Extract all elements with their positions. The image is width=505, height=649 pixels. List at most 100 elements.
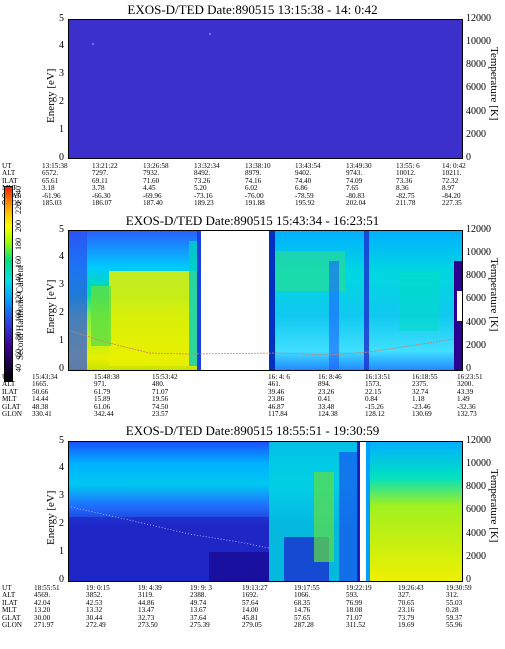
panel-2-y2tick-6: 12000 bbox=[466, 224, 491, 235]
table-cell: 5.20 bbox=[194, 184, 207, 193]
panel-1-spectrogram-svg bbox=[69, 20, 462, 158]
table-cell: 3.18 bbox=[42, 184, 55, 193]
table-cell: 23.26 bbox=[318, 387, 335, 396]
table-cell: 275.39 bbox=[190, 620, 210, 629]
table-cell: 6.86 bbox=[295, 184, 308, 193]
table-cell: 74.50 bbox=[152, 402, 169, 411]
table-cell: 16:13:51 bbox=[365, 373, 391, 381]
table-cell: 271.97 bbox=[34, 620, 54, 629]
panel-1-y2tick-4: 8000 bbox=[466, 59, 486, 70]
panel-3-ytick-3: 3 bbox=[59, 490, 64, 501]
panel-1-ytick-3: 3 bbox=[59, 68, 64, 79]
table-row: ILAT 65.61 69.11 71.60 73.26 74.16 74.40… bbox=[2, 176, 472, 185]
table-cell: 30.44 bbox=[86, 613, 103, 622]
table-cell: 189.23 bbox=[194, 198, 214, 207]
table-cell: 130.69 bbox=[412, 409, 432, 418]
row-label: GLON bbox=[2, 409, 22, 418]
table-cell: 3.78 bbox=[92, 184, 105, 193]
panel-3-ytick-0: 0 bbox=[59, 574, 64, 585]
table-cell: 187.40 bbox=[143, 198, 163, 207]
row-label: ALT bbox=[2, 591, 16, 600]
table-cell: 19:26:43 bbox=[398, 584, 424, 592]
table-row: UT 13:15:38 13:21:22 13:26:58 13:32:34 1… bbox=[2, 162, 472, 170]
table-cell: 74.09 bbox=[346, 176, 363, 185]
table-cell: 13:15:38 bbox=[42, 162, 68, 170]
row-label: ILAT bbox=[2, 598, 18, 607]
table-cell: 330.41 bbox=[32, 409, 52, 418]
panel-3-y2tick-2: 4000 bbox=[466, 528, 486, 539]
table-cell: 33.48 bbox=[318, 402, 335, 411]
panel-2-ytick-0: 0 bbox=[59, 363, 64, 374]
table-cell: 48.38 bbox=[32, 402, 49, 411]
table-cell: -78.59 bbox=[295, 191, 314, 200]
table-cell: 124.38 bbox=[318, 409, 338, 418]
table-cell: 7932. bbox=[143, 169, 160, 178]
panel-3-orbit-table: UT 18:55:51 19: 0:15 19: 4:39 19: 9: 3 1… bbox=[2, 584, 472, 629]
table-cell: 43.39 bbox=[457, 387, 474, 396]
table-cell: 19.69 bbox=[398, 620, 415, 629]
table-cell: 19: 0:15 bbox=[86, 584, 110, 592]
table-cell: 76.99 bbox=[346, 598, 363, 607]
table-cell: 279.05 bbox=[242, 620, 262, 629]
table-cell: 185.03 bbox=[42, 198, 62, 207]
panel-3-ytick-4: 4 bbox=[59, 462, 64, 473]
table-cell: 19:22:19 bbox=[346, 584, 372, 592]
panel-1: EXOS-D/TED Date:890515 13:15:38 - 14: 0:… bbox=[0, 0, 505, 212]
table-cell: 8.97 bbox=[442, 184, 455, 193]
panel-2-y2tick-0: 0 bbox=[466, 363, 471, 374]
table-cell: 480. bbox=[152, 380, 165, 389]
panel-3-spectrogram-svg bbox=[69, 442, 462, 581]
table-row: GLON 330.41 342.44 23.57 117.84 124.38 1… bbox=[2, 409, 477, 418]
panel-2-y2tick-5: 10000 bbox=[466, 247, 491, 258]
table-cell: 593. bbox=[346, 591, 359, 600]
panel-2-spectrogram bbox=[68, 230, 463, 371]
table-row: ILAT 42.04 42.53 44.86 49.74 57.64 68.35… bbox=[2, 598, 472, 607]
table-cell: 23.86 bbox=[268, 395, 285, 404]
table-cell: 7297. bbox=[92, 169, 109, 178]
table-cell: 312. bbox=[446, 591, 459, 600]
row-label: ALT bbox=[2, 169, 16, 178]
table-cell: 195.92 bbox=[295, 198, 315, 207]
table-cell: 14.00 bbox=[242, 606, 259, 615]
table-cell: 23.16 bbox=[398, 606, 415, 615]
row-label: GLAT bbox=[2, 613, 21, 622]
table-cell: 13:43:54 bbox=[295, 162, 321, 170]
table-cell: 227.35 bbox=[442, 198, 462, 207]
panel-1-ytick-2: 2 bbox=[59, 96, 64, 107]
table-cell: 3200. bbox=[457, 380, 474, 389]
table-cell: 4569. bbox=[34, 591, 51, 600]
table-cell: 327. bbox=[398, 591, 411, 600]
table-cell: 19:17:55 bbox=[294, 584, 320, 592]
panel-1-y2label: Temperature [K] bbox=[488, 47, 500, 121]
panel-1-y2tick-6: 12000 bbox=[466, 13, 491, 24]
table-cell: 61.06 bbox=[94, 402, 111, 411]
table-cell: 22.15 bbox=[365, 387, 382, 396]
table-cell: 13.47 bbox=[138, 606, 155, 615]
table-cell: 15:53:42 bbox=[152, 373, 178, 381]
row-label: ILAT bbox=[2, 387, 18, 396]
table-cell: 70.65 bbox=[398, 598, 415, 607]
table-cell: -80.83 bbox=[346, 191, 365, 200]
table-row: ALT 4569. 3852. 3119. 2388. 1692. 1066. … bbox=[2, 591, 472, 600]
panel-2-ytick-5: 5 bbox=[59, 224, 64, 235]
table-row: GLAT 30.00 30.44 32.73 37.64 45.81 57.65… bbox=[2, 613, 472, 622]
table-cell: 13:55: 6 bbox=[396, 162, 420, 170]
table-cell: 1.18 bbox=[412, 395, 425, 404]
table-cell: 42.04 bbox=[34, 598, 51, 607]
table-cell: 19.56 bbox=[152, 395, 169, 404]
table-cell: 0.84 bbox=[365, 395, 378, 404]
table-cell: -82.75 bbox=[396, 191, 415, 200]
panel-3-ytick-5: 5 bbox=[59, 435, 64, 446]
table-cell: 1665. bbox=[32, 380, 49, 389]
panel-1-ytick-0: 0 bbox=[59, 152, 64, 163]
table-row: ALT 1665. 971. 480. 461. 894. 1573. 2375… bbox=[2, 380, 474, 389]
table-cell: 10012. bbox=[396, 169, 416, 178]
table-cell: 71.60 bbox=[143, 176, 160, 185]
panel-2-y2tick-3: 6000 bbox=[466, 293, 486, 304]
table-cell: 1.49 bbox=[457, 395, 470, 404]
panel-2-ytick-4: 4 bbox=[59, 251, 64, 262]
table-cell: 273.50 bbox=[138, 620, 158, 629]
table-cell: 19:13:27 bbox=[242, 584, 268, 592]
colorbar bbox=[4, 186, 13, 382]
table-cell: 132.73 bbox=[457, 409, 477, 418]
